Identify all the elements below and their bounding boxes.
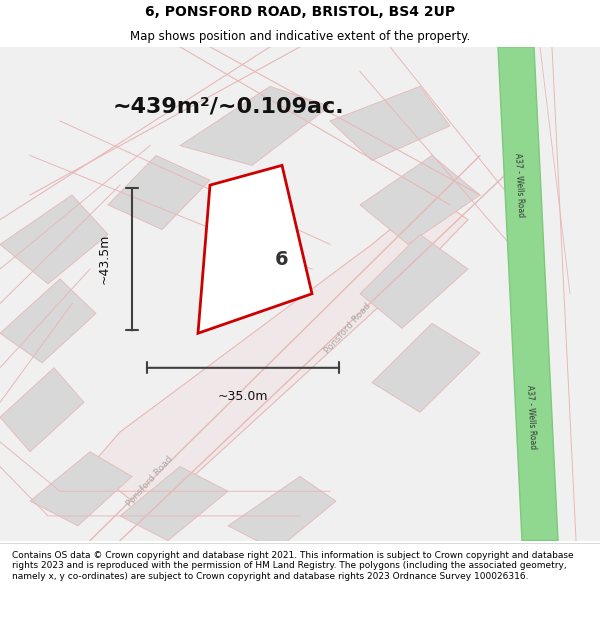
Text: ~43.5m: ~43.5m bbox=[98, 234, 111, 284]
Polygon shape bbox=[0, 195, 108, 284]
Polygon shape bbox=[372, 323, 480, 412]
Polygon shape bbox=[120, 466, 228, 541]
Text: Ponsford Road: Ponsford Road bbox=[323, 301, 373, 355]
Text: 6, PONSFORD ROAD, BRISTOL, BS4 2UP: 6, PONSFORD ROAD, BRISTOL, BS4 2UP bbox=[145, 5, 455, 19]
Text: ~35.0m: ~35.0m bbox=[218, 390, 268, 403]
Polygon shape bbox=[0, 279, 96, 363]
Text: A37 - Wells Road: A37 - Wells Road bbox=[513, 152, 525, 218]
Polygon shape bbox=[498, 47, 558, 541]
Polygon shape bbox=[90, 195, 468, 516]
Polygon shape bbox=[30, 452, 132, 526]
Text: Ponsford Road: Ponsford Road bbox=[125, 454, 175, 508]
Text: Contains OS data © Crown copyright and database right 2021. This information is : Contains OS data © Crown copyright and d… bbox=[12, 551, 574, 581]
Text: ~439m²/~0.109ac.: ~439m²/~0.109ac. bbox=[112, 96, 344, 116]
Polygon shape bbox=[228, 476, 336, 551]
Polygon shape bbox=[180, 86, 330, 166]
Text: Map shows position and indicative extent of the property.: Map shows position and indicative extent… bbox=[130, 30, 470, 43]
Polygon shape bbox=[330, 86, 450, 161]
Polygon shape bbox=[0, 368, 84, 452]
Polygon shape bbox=[108, 156, 210, 229]
Text: A37 - Wells Road: A37 - Wells Road bbox=[525, 385, 537, 449]
Polygon shape bbox=[360, 156, 480, 244]
Polygon shape bbox=[198, 166, 312, 333]
Polygon shape bbox=[360, 234, 468, 328]
Text: 6: 6 bbox=[275, 249, 289, 269]
